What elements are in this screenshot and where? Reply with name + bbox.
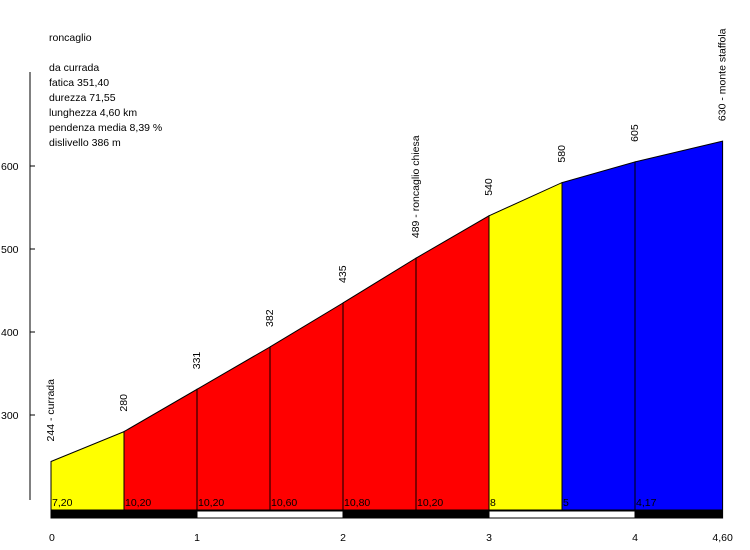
elevation-point-label: 435 xyxy=(337,265,349,283)
dislivello-stat: dislivello 386 m xyxy=(49,137,121,149)
segment-gradient-label: 5 xyxy=(563,497,569,509)
x-tick-label: 4,60 xyxy=(712,532,733,544)
x-tick-label: 1 xyxy=(194,532,200,544)
x-tick-label: 2 xyxy=(340,532,346,544)
profile-segment xyxy=(634,140,724,511)
lunghezza-stat: lunghezza 4,60 km xyxy=(49,107,138,119)
y-tick-label: 300 xyxy=(1,410,19,422)
y-tick-label: 400 xyxy=(1,327,19,339)
segment-gradient-label: 10,80 xyxy=(344,497,370,509)
climb-name: roncaglio xyxy=(49,32,92,44)
distance-scale-bar xyxy=(634,510,724,519)
x-tick-label: 3 xyxy=(486,532,492,544)
elevation-point-label: 580 xyxy=(556,145,568,163)
segment-gradient-label: 7,20 xyxy=(52,497,73,509)
y-tick-label: 500 xyxy=(1,244,19,256)
profile-segment xyxy=(123,388,198,511)
elevation-point-label: 331 xyxy=(191,352,203,370)
elevation-point-label: 630 - monte staffola xyxy=(717,28,729,121)
profile-segment xyxy=(269,302,344,511)
segment-gradient-label: 10,20 xyxy=(198,497,224,509)
x-tick-label: 4 xyxy=(632,532,638,544)
segment-gradient-label: 4,17 xyxy=(636,497,657,509)
pendenza-stat: pendenza media 8,39 % xyxy=(49,122,163,134)
profile-segment xyxy=(196,346,271,511)
fatica-stat: fatica 351,40 xyxy=(49,77,110,89)
segment-gradient-label: 8 xyxy=(490,497,496,509)
distance-scale-bar xyxy=(342,510,490,519)
info-panel: roncaglio da currada fatica 351,40 durez… xyxy=(49,31,162,151)
profile-segment xyxy=(415,214,490,511)
elevation-point-label: 382 xyxy=(264,309,276,327)
elevation-point-label: 489 - roncaglio chiesa xyxy=(410,135,422,238)
distance-scale-bar xyxy=(196,510,344,519)
durezza-stat: durezza 71,55 xyxy=(49,92,116,104)
elevation-point-label: 280 xyxy=(118,394,130,412)
profile-segment xyxy=(561,161,636,511)
elevation-point-label: 244 - currada xyxy=(45,379,57,442)
segment-gradient-label: 10,20 xyxy=(417,497,443,509)
segment-gradient-label: 10,60 xyxy=(271,497,297,509)
distance-scale-bar xyxy=(50,510,198,519)
distance-scale-bar xyxy=(488,510,636,519)
profile-segment xyxy=(488,181,563,511)
start-point: da currada xyxy=(49,62,100,74)
elevation-point-label: 605 xyxy=(629,124,641,142)
x-tick-label: 0 xyxy=(49,532,55,544)
profile-segment xyxy=(342,257,417,511)
y-tick-label: 600 xyxy=(1,161,19,173)
segment-gradient-label: 10,20 xyxy=(125,497,151,509)
elevation-point-label: 540 xyxy=(483,178,495,196)
